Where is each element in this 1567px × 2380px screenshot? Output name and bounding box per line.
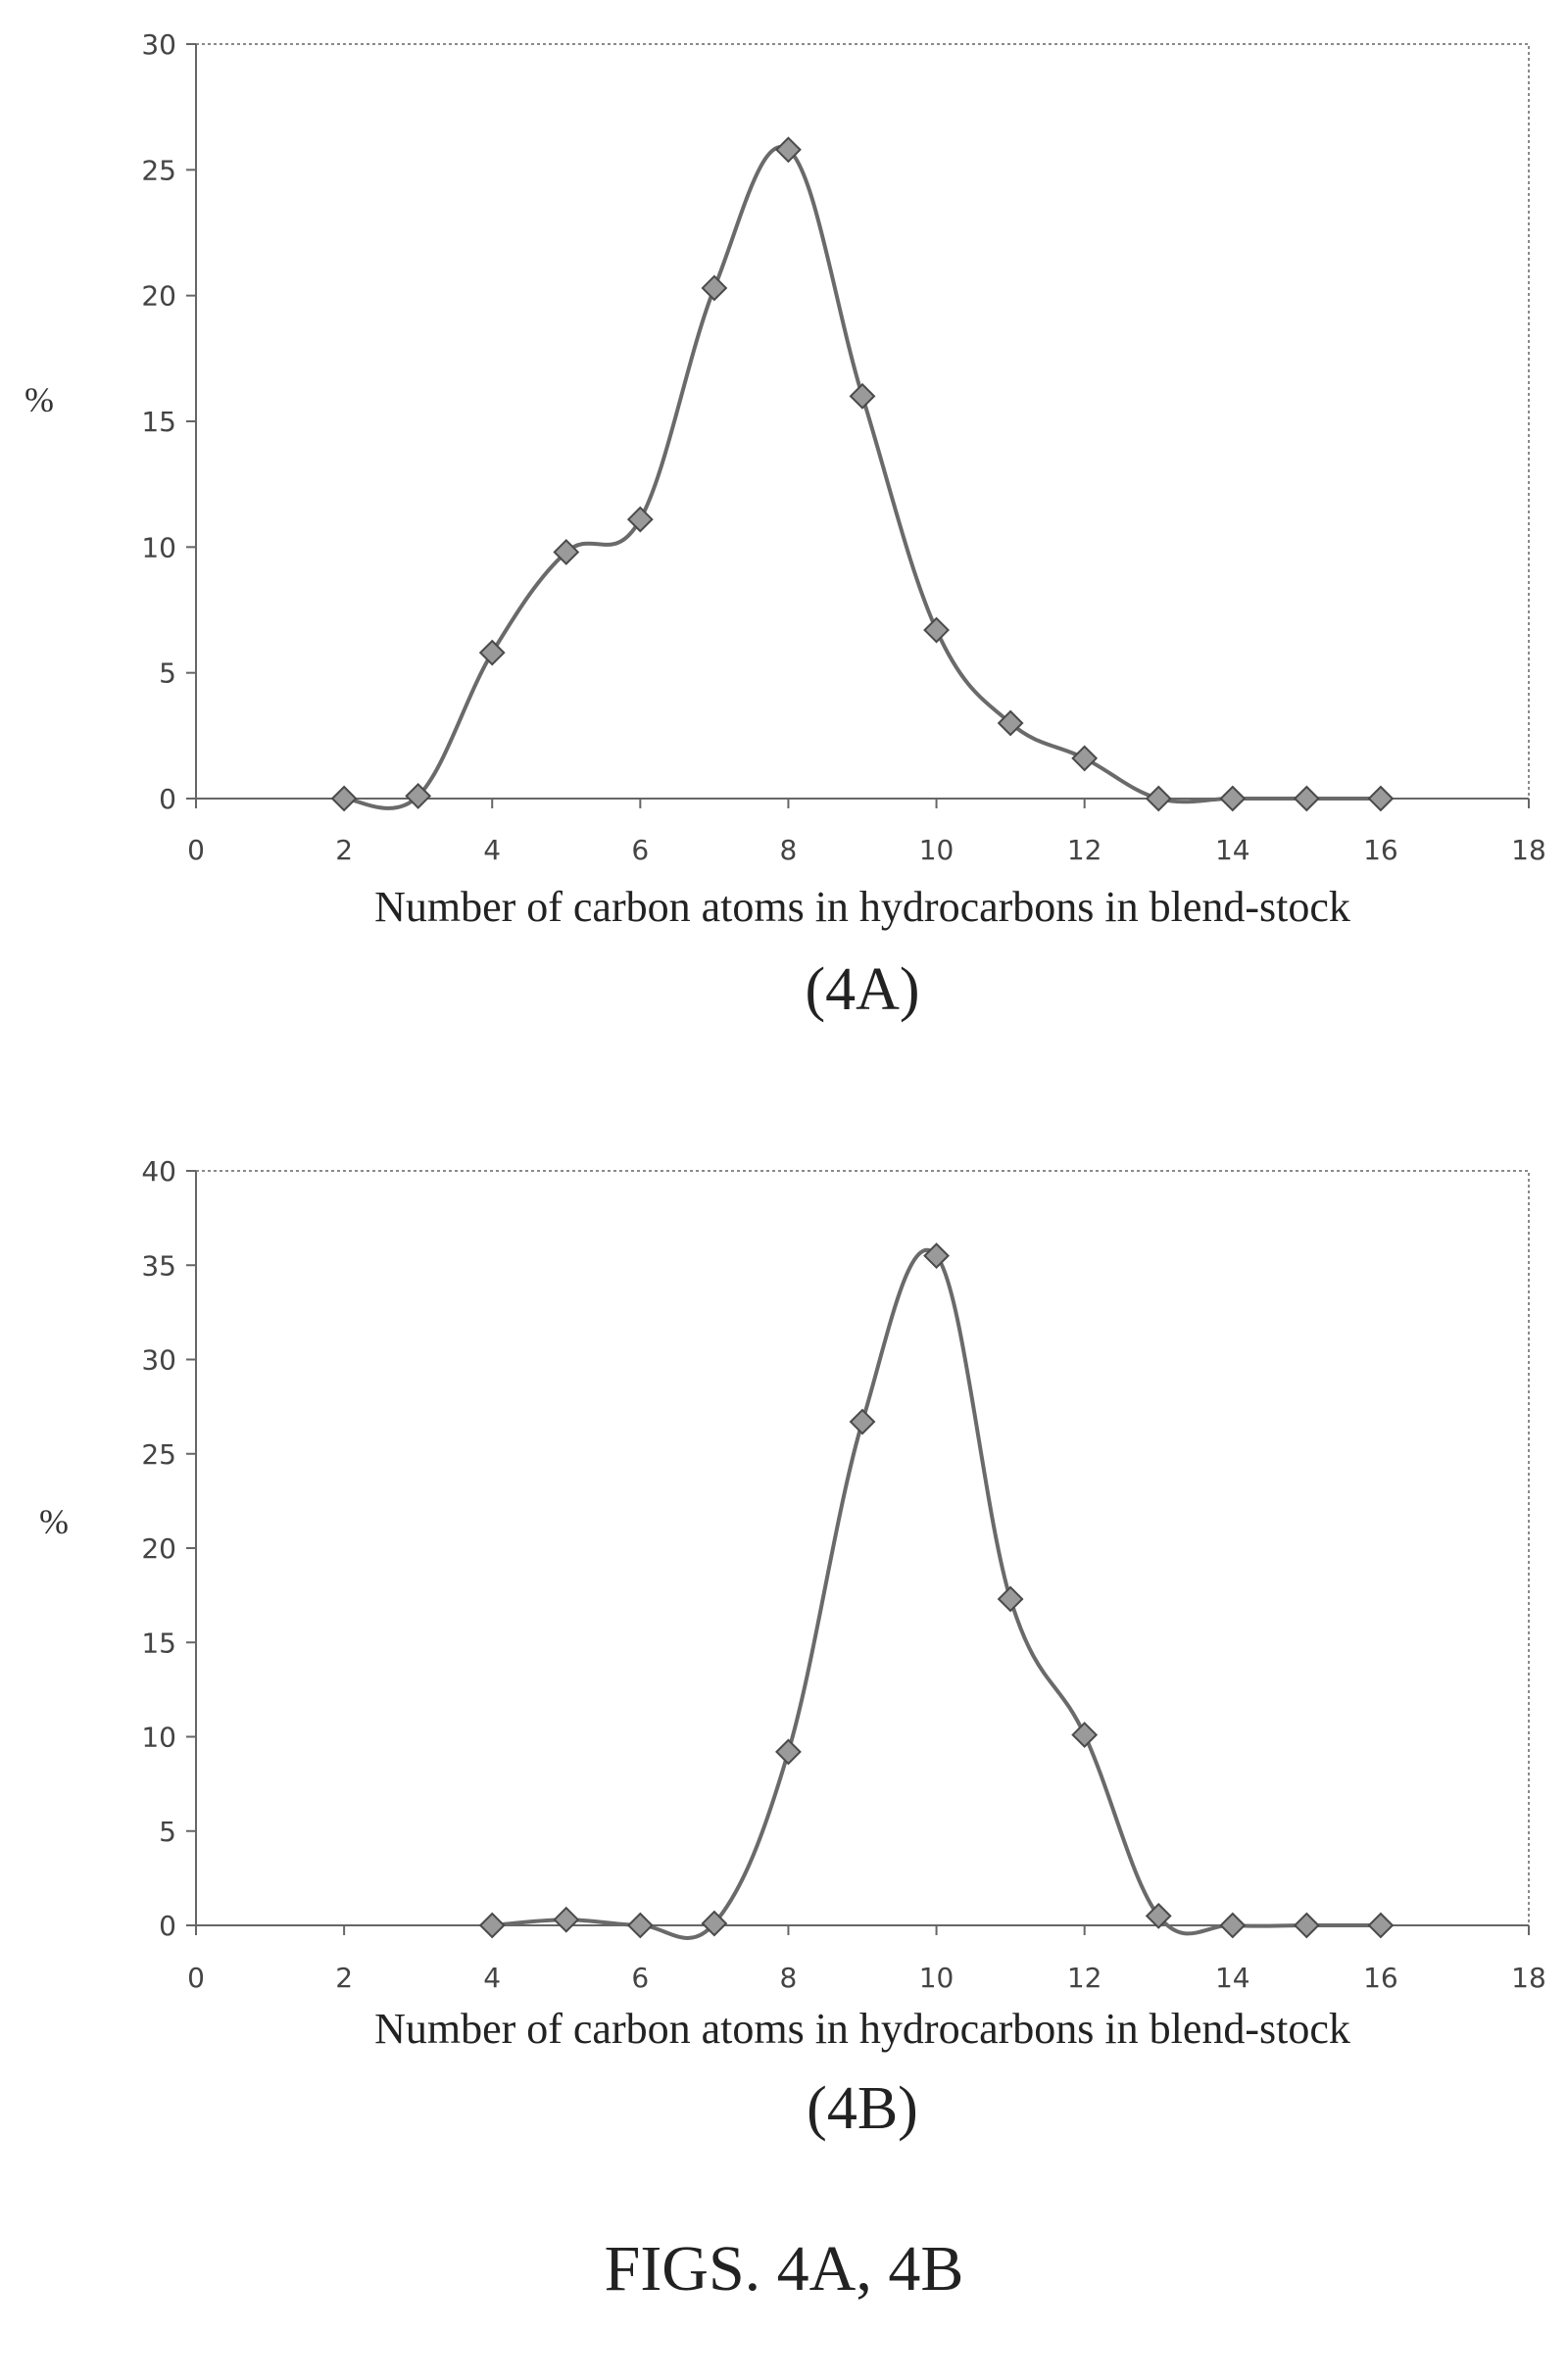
y-tick-label: 5 [159,1816,176,1848]
data-point-marker [478,1912,506,1939]
y-tick-label: 25 [141,154,176,186]
series-line [492,1247,1381,1940]
y-axis-label: % [24,380,54,419]
x-tick-label: 8 [780,834,798,866]
x-tick-label: 16 [1363,1962,1398,1994]
panel-label: (4B) [807,2075,918,2142]
x-tick-label: 16 [1363,834,1398,866]
data-point-marker [1071,1722,1099,1748]
figure-caption: FIGS. 4A, 4B [605,2233,964,2305]
x-tick-label: 8 [780,1962,798,1994]
data-point-marker [1367,1912,1395,1939]
data-point-marker [405,783,432,809]
data-point-marker [997,709,1024,737]
data-point-marker [553,1906,580,1933]
y-tick-label: 0 [159,1910,176,1942]
x-tick-label: 12 [1067,1962,1102,1994]
x-tick-label: 0 [187,834,205,866]
data-point-marker [849,382,876,410]
data-point-marker [923,1242,950,1270]
x-tick-label: 12 [1067,834,1102,866]
data-point-marker [478,639,506,666]
data-point-marker [1219,785,1247,812]
panel-label: (4A) [805,956,919,1023]
data-point-marker [330,785,358,812]
y-tick-label: 15 [141,406,176,438]
data-point-marker [1293,785,1320,812]
x-tick-label: 6 [631,834,649,866]
data-point-marker [1293,1912,1320,1939]
y-tick-label: 35 [141,1249,176,1282]
data-point-marker [1219,1912,1247,1939]
x-tick-label: 2 [335,834,353,866]
x-tick-label: 14 [1215,1962,1250,1994]
data-point-marker [997,1585,1024,1613]
x-tick-label: 4 [483,1962,501,1994]
chart-4a: 0 5 10 15 20 25 30 0 2 4 6 8 10 12 14 16 18% Number of ca… [24,28,1546,1023]
y-tick-label: 10 [141,1722,176,1754]
data-point-marker [1071,745,1099,772]
x-tick-label: 6 [631,1962,649,1994]
y-tick-label: 20 [141,280,176,313]
x-tick-label: 10 [919,1962,955,1994]
y-tick-label: 30 [141,28,176,61]
y-tick-label: 20 [141,1532,176,1565]
x-axis-title: Number of carbon atoms in hydrocarbons i… [374,2005,1350,2053]
data-point-marker [626,506,654,533]
x-tick-label: 2 [335,1962,353,1994]
y-axis-label: % [39,1502,69,1541]
data-point-marker [775,136,802,164]
data-point-marker [775,1738,802,1766]
y-tick-label: 30 [141,1344,176,1377]
y-tick-label: 5 [159,657,176,690]
data-point-marker [701,1910,728,1937]
data-point-marker [923,616,950,644]
y-tick-label: 0 [159,783,176,815]
plot-area-frame [195,43,1530,800]
x-axis-title: Number of carbon atoms in hydrocarbons i… [374,883,1350,931]
series-line [343,145,1381,810]
data-point-marker [553,539,580,565]
data-point-marker [1145,785,1172,812]
x-tick-label: 4 [483,834,501,866]
x-tick-label: 18 [1511,834,1546,866]
plot-area-frame [195,1170,1530,1926]
x-tick-label: 10 [919,834,955,866]
data-point-marker [701,274,728,302]
x-tick-label: 0 [187,1962,205,1994]
x-tick-label: 14 [1215,834,1250,866]
y-tick-label: 25 [141,1438,176,1471]
y-tick-label: 10 [141,531,176,563]
y-tick-label: 40 [141,1155,176,1188]
data-point-marker [626,1912,654,1939]
x-tick-label: 18 [1511,1962,1546,1994]
y-tick-label: 15 [141,1627,176,1659]
data-point-marker [1367,785,1395,812]
data-point-marker [849,1408,876,1435]
chart-4b: 0 5 10 15 20 25 30 35 40 0 2 4 6 8 10 12 14 16 18% Number o… [39,1155,1546,2142]
data-point-marker [1145,1902,1172,1929]
